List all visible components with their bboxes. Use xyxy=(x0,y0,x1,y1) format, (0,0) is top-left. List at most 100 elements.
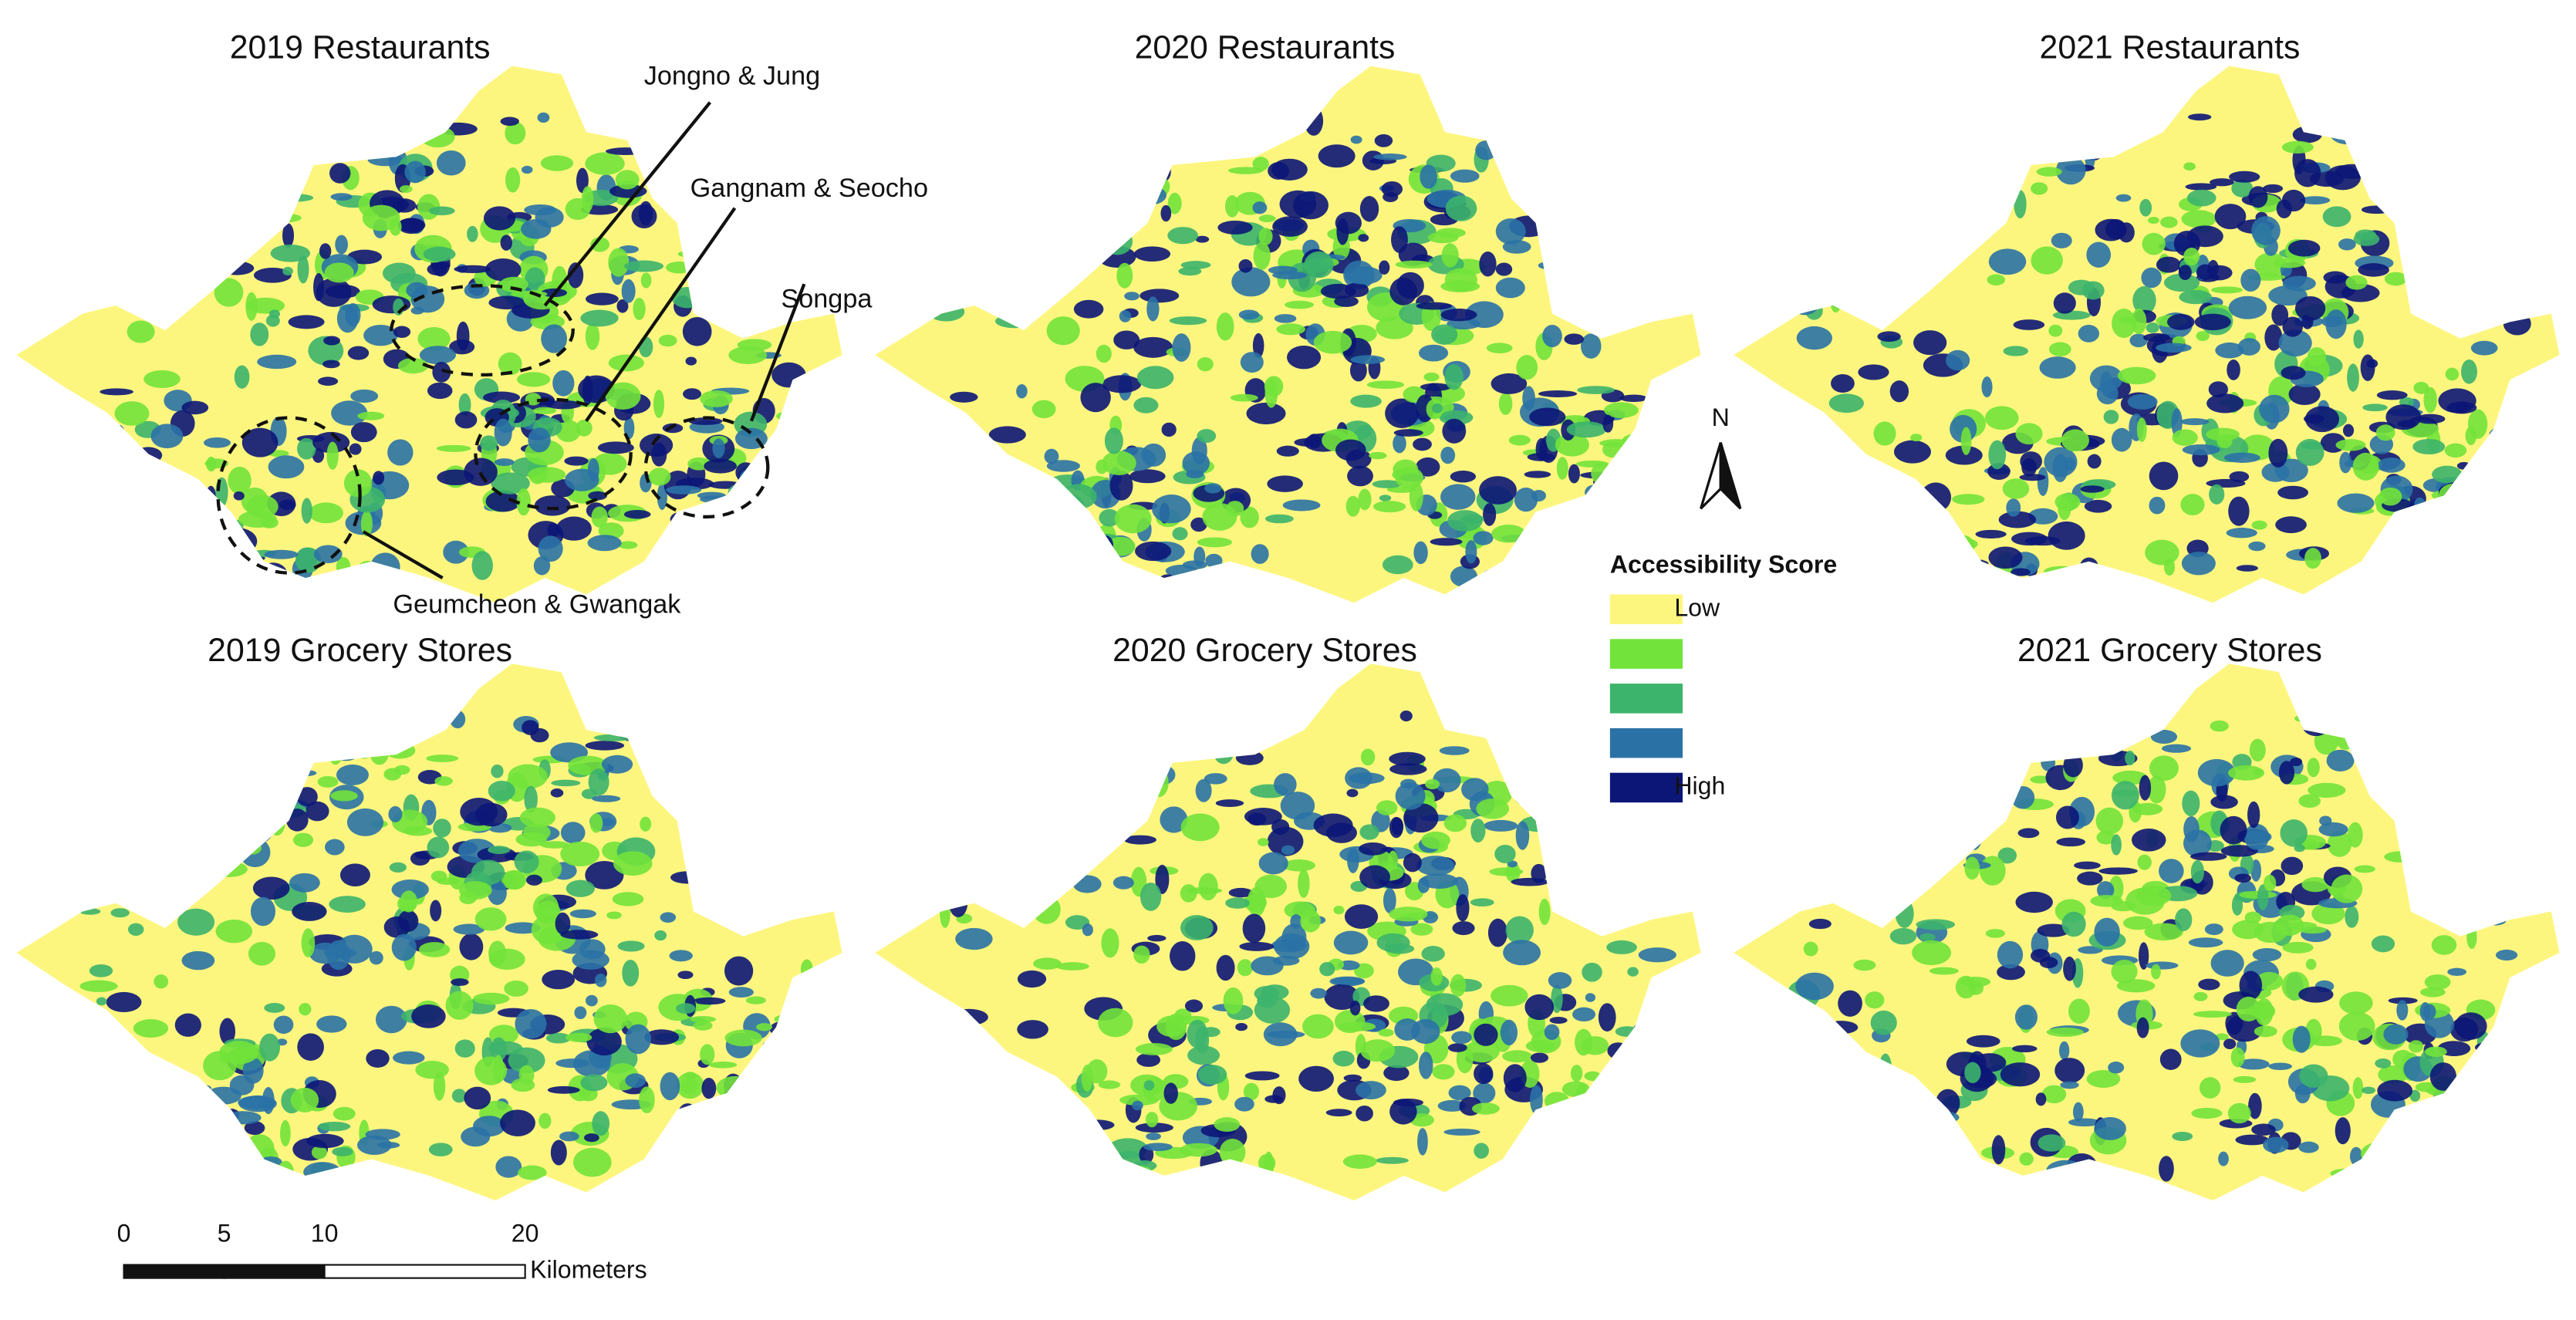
map-patch xyxy=(2097,881,2115,900)
map-patch xyxy=(2403,197,2434,206)
map-patch xyxy=(1619,394,1648,402)
map-patch xyxy=(1464,1039,1500,1063)
map-patch xyxy=(1530,1052,1549,1063)
map-patch xyxy=(1252,201,1268,214)
map-patch xyxy=(572,950,609,970)
map-patch xyxy=(1806,448,1819,456)
map-patch xyxy=(1363,995,1389,1012)
map-patch xyxy=(1359,196,1379,222)
map-patch xyxy=(404,160,426,184)
map-patch xyxy=(1538,262,1557,270)
map-patch xyxy=(1393,429,1423,437)
map-patch xyxy=(1204,773,1227,785)
map-patch xyxy=(458,881,492,900)
map-patch xyxy=(299,591,322,603)
map-patch xyxy=(696,846,711,858)
map-patch xyxy=(524,785,538,813)
map-patch xyxy=(436,150,466,176)
map-patch xyxy=(2352,452,2379,481)
map-patch xyxy=(1602,1063,1627,1092)
map-patch xyxy=(2086,241,2112,268)
map-patch xyxy=(2186,225,2223,248)
map-patch xyxy=(1167,227,1199,245)
map-patch xyxy=(1133,945,1150,964)
map-patch xyxy=(734,481,744,499)
map-patch xyxy=(1108,1183,1147,1201)
map-patch xyxy=(1890,275,1906,299)
map-patch xyxy=(1615,1026,1639,1037)
map-patch xyxy=(547,523,559,538)
map-patch xyxy=(330,193,353,201)
map-patch xyxy=(1628,135,1656,159)
map-patch xyxy=(723,738,757,768)
map-patch xyxy=(2144,923,2184,941)
map-patch xyxy=(483,206,516,231)
map-patch xyxy=(2510,501,2538,530)
map-patch xyxy=(508,1047,545,1074)
map-patch xyxy=(1393,434,1406,454)
scale-tick-label: 10 xyxy=(311,1219,339,1247)
map-patch xyxy=(1089,538,1102,558)
map-patch xyxy=(1086,1059,1108,1084)
map-patch xyxy=(1313,330,1352,354)
map-patch xyxy=(2004,767,2025,783)
map-patch xyxy=(2331,874,2363,903)
map-patch xyxy=(950,391,978,403)
map-patch xyxy=(1970,756,1985,777)
map-patch xyxy=(97,726,136,748)
map-patch xyxy=(203,437,231,448)
map-patch xyxy=(756,289,767,318)
map-patch xyxy=(2210,286,2243,294)
map-patch xyxy=(453,923,485,935)
map-patch xyxy=(2237,1058,2270,1070)
map-patch xyxy=(540,155,574,171)
map-patch xyxy=(362,204,400,231)
north-arrow-left xyxy=(1700,442,1722,510)
map-patch xyxy=(1214,739,1247,758)
map-patch xyxy=(2433,894,2465,915)
legend-swatch xyxy=(1609,772,1683,803)
map-patch xyxy=(2013,319,2045,330)
map-patch xyxy=(326,441,339,470)
map-patch xyxy=(1125,711,1147,736)
map-patch xyxy=(691,822,712,837)
map-patch xyxy=(750,495,771,514)
map-patch xyxy=(1613,885,1653,915)
map-patch xyxy=(2358,263,2389,277)
map-patch xyxy=(273,132,308,151)
map-patch xyxy=(2307,758,2320,778)
map-patch xyxy=(1109,204,1123,235)
map-patch xyxy=(712,438,725,458)
map-patch xyxy=(1551,719,1586,738)
map-patch xyxy=(2275,516,2307,534)
map-patch xyxy=(1274,933,1310,960)
map-patch xyxy=(406,282,428,299)
map-patch xyxy=(2255,971,2284,991)
map-patch xyxy=(964,149,979,168)
map-patch xyxy=(387,439,414,466)
map-patch xyxy=(2031,949,2051,963)
map-patch xyxy=(1038,517,1070,546)
map-patch xyxy=(1416,302,1453,310)
map-patch xyxy=(586,1028,622,1056)
map-patch xyxy=(1804,829,1836,846)
map-patch xyxy=(79,908,101,915)
map-patch xyxy=(1451,1031,1472,1045)
map-patch xyxy=(2041,1085,2067,1104)
map-patch xyxy=(1997,847,2017,864)
map-patch xyxy=(1647,1034,1665,1057)
map-patch xyxy=(1450,565,1477,587)
map-patch xyxy=(1339,1021,1376,1031)
map-patch xyxy=(2335,164,2369,180)
map-patch xyxy=(511,290,548,298)
map-patch xyxy=(693,997,726,1005)
map-patch xyxy=(137,768,154,778)
map-patch xyxy=(1440,446,1456,464)
map-patch xyxy=(2469,135,2497,155)
map-patch xyxy=(772,448,808,471)
map-patch xyxy=(788,432,802,455)
map-patch xyxy=(335,235,348,255)
map-patch xyxy=(1858,364,1889,380)
map-patch xyxy=(1612,113,1632,138)
